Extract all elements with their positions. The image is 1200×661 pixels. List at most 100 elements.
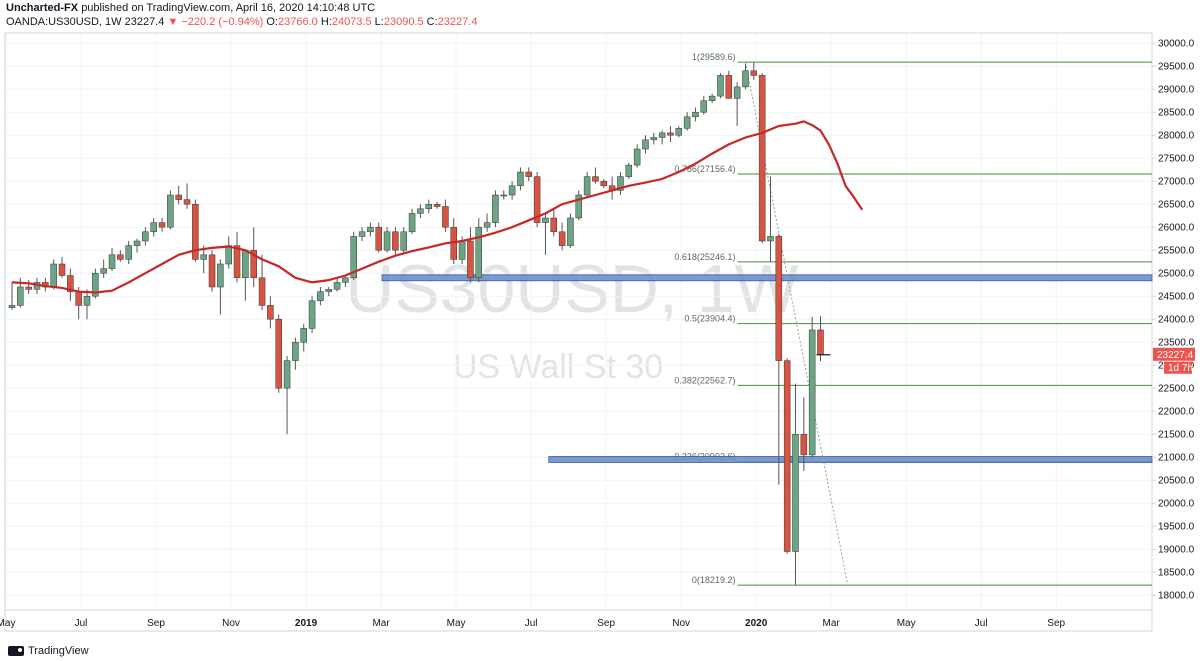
candle-up bbox=[492, 194, 499, 223]
candle-down bbox=[267, 305, 274, 320]
price-axis[interactable]: 18000.0 18500.0 19000.0 19500.0 20000.0 20500… bbox=[1152, 39, 1195, 602]
candle-down bbox=[550, 217, 558, 233]
y-tick-label: 26500.0 bbox=[1158, 200, 1195, 211]
candle-up bbox=[542, 217, 549, 223]
candle-up bbox=[300, 328, 307, 343]
x-tick-label: May bbox=[447, 618, 466, 629]
candle-down bbox=[208, 254, 216, 288]
x-tick-label: 2019 bbox=[295, 618, 318, 629]
candle-down bbox=[442, 206, 449, 228]
candle-up bbox=[633, 148, 641, 166]
candle-up bbox=[475, 226, 483, 279]
candle-down bbox=[558, 231, 566, 246]
candle-down bbox=[183, 199, 191, 205]
candle-down bbox=[783, 360, 791, 552]
candle-down bbox=[817, 329, 824, 356]
y-tick-label: 24500.0 bbox=[1158, 292, 1195, 303]
close-value: 23227.4 bbox=[437, 16, 478, 28]
x-tick-label: 2020 bbox=[745, 618, 768, 629]
candle-up bbox=[200, 254, 207, 260]
countdown-badge-bg bbox=[1164, 361, 1192, 374]
high-value: 24073.5 bbox=[331, 16, 372, 28]
candle-up bbox=[308, 300, 316, 329]
candle-up bbox=[658, 132, 666, 138]
candle-up bbox=[733, 86, 741, 99]
support-zone bbox=[548, 456, 1153, 463]
support-zones[interactable] bbox=[381, 274, 1153, 463]
candle-up bbox=[500, 194, 508, 197]
fib-level-label: 1(29589.6) bbox=[692, 52, 736, 62]
candle-down bbox=[58, 263, 66, 276]
x-tick-label: Jul bbox=[75, 618, 88, 629]
candle-up bbox=[142, 231, 149, 242]
candle-up bbox=[367, 226, 374, 233]
candle-up bbox=[567, 217, 574, 246]
candle-up bbox=[150, 222, 157, 233]
candle-up bbox=[483, 222, 491, 228]
y-tick-label: 18000.0 bbox=[1158, 591, 1195, 602]
fib-level-label: 0.5(23904.4) bbox=[684, 314, 735, 324]
price-change: ▼ −220.2 (−0.94%) bbox=[167, 16, 264, 28]
candle-up bbox=[642, 139, 649, 150]
candles bbox=[8, 62, 831, 586]
candle-up bbox=[675, 128, 683, 136]
x-tick-label: Sep bbox=[147, 618, 165, 629]
candle-up bbox=[100, 268, 107, 274]
candle-up bbox=[417, 208, 424, 214]
last-price-badge: 23227.4 1d 7h bbox=[1153, 347, 1195, 374]
open-label: O: bbox=[266, 16, 278, 28]
candle-down bbox=[25, 286, 32, 290]
price-badge-bg bbox=[1153, 347, 1195, 361]
candle-up bbox=[650, 137, 658, 141]
y-tick-label: 21000.0 bbox=[1158, 453, 1195, 464]
candle-up bbox=[133, 240, 141, 246]
candle-down bbox=[392, 231, 399, 251]
watermark-name: US Wall St 30 bbox=[453, 348, 663, 386]
candle-up bbox=[575, 194, 583, 219]
y-tick-label: 25000.0 bbox=[1158, 269, 1195, 280]
candle-down bbox=[600, 180, 608, 187]
published-text: published on TradingView.com, April 16, … bbox=[81, 2, 376, 14]
candle-up bbox=[683, 116, 691, 129]
candle-up bbox=[458, 240, 466, 260]
y-tick-label: 28500.0 bbox=[1158, 108, 1195, 119]
candle-down bbox=[525, 171, 533, 177]
y-tick-label: 19500.0 bbox=[1158, 522, 1195, 533]
candle-up bbox=[425, 203, 432, 210]
publisher-name: Uncharted-FX bbox=[6, 2, 79, 14]
support-zone bbox=[381, 274, 1153, 282]
candle-up bbox=[808, 329, 816, 456]
x-tick-label: May bbox=[897, 618, 916, 629]
candle-up bbox=[700, 100, 708, 113]
candle-up bbox=[242, 249, 249, 279]
x-tick-label: May bbox=[0, 618, 15, 629]
candle-down bbox=[758, 75, 766, 242]
y-tick-label: 29000.0 bbox=[1158, 85, 1195, 96]
time-axis[interactable]: May Jul Sep Nov 2019 Mar May Jul Sep Nov 2020 Mar Ma… bbox=[0, 618, 1066, 629]
candle-down bbox=[750, 70, 758, 76]
fib-level-label: 0.786(27156.4) bbox=[674, 164, 735, 174]
y-tick-label: 19000.0 bbox=[1158, 545, 1195, 556]
candle-down bbox=[533, 176, 541, 223]
candle-up bbox=[708, 95, 716, 101]
candle-up bbox=[317, 291, 324, 302]
candle-up bbox=[8, 305, 16, 308]
x-tick-label: Mar bbox=[823, 618, 841, 629]
y-tick-label: 22500.0 bbox=[1158, 384, 1195, 395]
publisher-line: Uncharted-FX published on TradingView.co… bbox=[6, 2, 477, 14]
y-tick-label: 22000.0 bbox=[1158, 407, 1195, 418]
y-tick-label: 25500.0 bbox=[1158, 246, 1195, 257]
symbol-line: OANDA:US30USD, 1W 23227.4 ▼ −220.2 (−0.9… bbox=[6, 16, 477, 28]
candle-up bbox=[92, 272, 99, 297]
x-tick-label: Jul bbox=[525, 618, 538, 629]
candle-up bbox=[17, 286, 24, 306]
candle-down bbox=[250, 249, 257, 279]
last-price: 23227.4 bbox=[124, 16, 165, 28]
chart-frame bbox=[4, 32, 1153, 632]
candle-down bbox=[75, 291, 82, 306]
x-tick-label: Sep bbox=[597, 618, 615, 629]
y-tick-label: 24000.0 bbox=[1158, 315, 1195, 326]
countdown-badge-text: 1d 7h bbox=[1168, 363, 1193, 374]
y-tick-label: 20500.0 bbox=[1158, 476, 1195, 487]
